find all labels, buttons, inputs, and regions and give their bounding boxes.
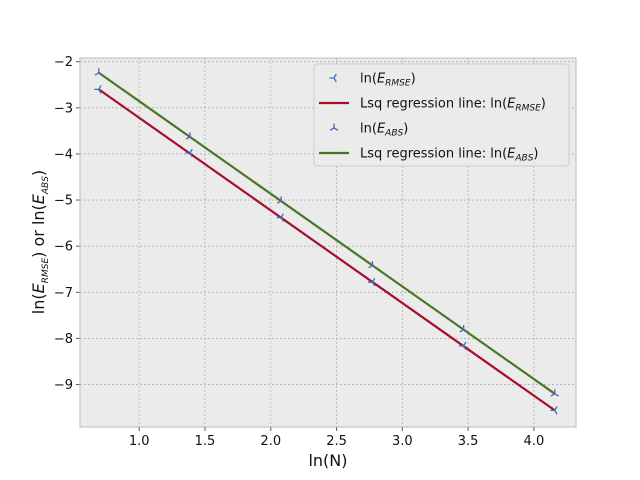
x-axis-label: ln(N) [308, 451, 347, 470]
legend-label-0: ln(ERMSE) [360, 72, 416, 89]
data-point-0-3 [367, 277, 376, 287]
legend: ln(ERMSE) Lsq regression line: ln(ERMSE) l… [313, 63, 570, 167]
y-tick-label: −2 [54, 55, 73, 70]
x-tick-label: 3.0 [392, 434, 413, 449]
data-point-2-0 [94, 68, 104, 76]
y-tick-label: −9 [54, 378, 73, 393]
data-point-2-2 [276, 196, 286, 204]
legend-label-3: Lsq regression line: ln(EABS) [360, 147, 539, 164]
legend-label-1: Lsq regression line: ln(ERMSE) [360, 97, 546, 114]
y-tick-label: −4 [54, 147, 73, 162]
data-point-2-1 [185, 132, 195, 140]
y-tick-label: −8 [54, 332, 73, 347]
y-tick-label: −5 [54, 194, 73, 209]
x-tick-label: 1.5 [195, 434, 216, 449]
data-point-0-1 [185, 148, 193, 158]
legend-box [313, 63, 570, 167]
x-ticks: 1.0 1.5 2.0 2.5 3.0 3.5 4.0 [129, 427, 544, 449]
x-tick-label: 2.5 [326, 434, 347, 449]
data-point-0-2 [276, 213, 284, 222]
x-tick-label: 4.0 [524, 434, 545, 449]
legend-label-2: ln(EABS) [360, 122, 408, 139]
regression-line-1 [98, 88, 556, 412]
plot-frame [79, 57, 577, 428]
data-point-2-3 [368, 261, 377, 269]
y-tick-label: −7 [54, 286, 73, 301]
x-tick-label: 3.5 [458, 434, 479, 449]
data-point-0-0 [94, 85, 102, 94]
data-point-0-5 [550, 406, 558, 415]
y-ticks: −9 −8 −7 −6 −5 −4 −3 −2 [54, 55, 80, 393]
y-axis-label: ln(ERMSE) or ln(EABS) [29, 170, 51, 314]
y-tick-label: −3 [54, 101, 73, 116]
legend-handle-0 [329, 73, 337, 83]
regression-line-3 [98, 71, 556, 395]
data-point-2-5 [550, 389, 560, 397]
data-point-2-4 [459, 325, 468, 333]
x-tick-label: 1.0 [129, 434, 150, 449]
y-tick-label: −6 [54, 240, 73, 255]
series-layer [94, 68, 560, 415]
x-tick-label: 2.0 [260, 434, 281, 449]
data-point-0-4 [459, 341, 467, 351]
legend-handle-2 [329, 123, 339, 131]
